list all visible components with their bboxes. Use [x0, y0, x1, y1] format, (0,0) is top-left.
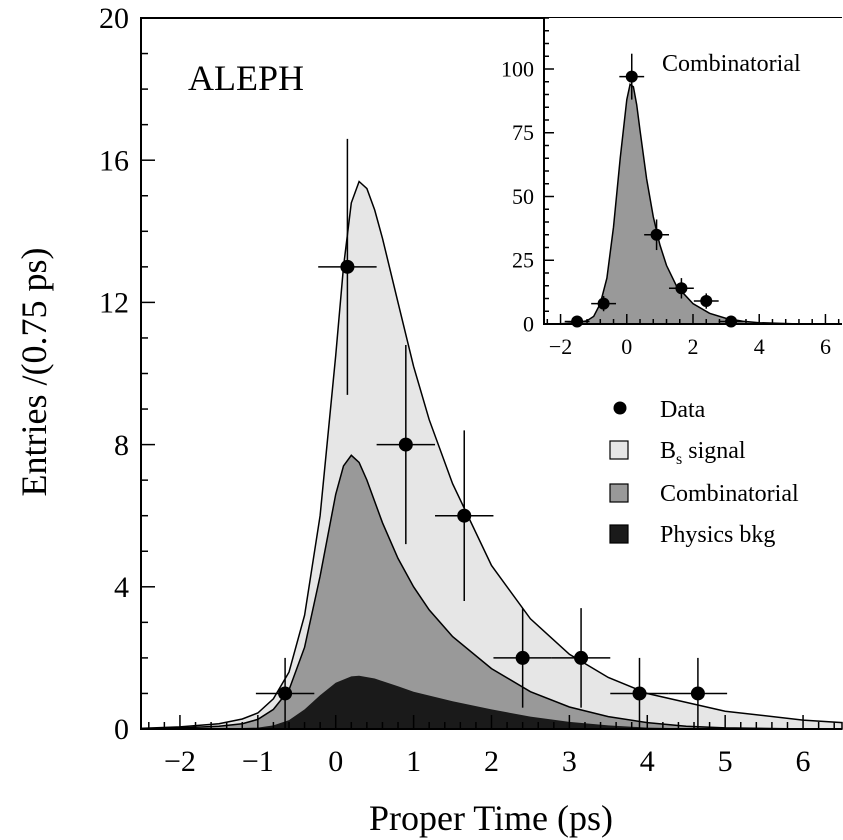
legend-bs-signal-label: Bs signal [660, 438, 746, 468]
inset-data-marker-6 [725, 315, 738, 328]
main-ytick-label: 0 [114, 713, 129, 746]
inset-xtick-label: 4 [754, 334, 765, 359]
main-data-point-3 [435, 430, 494, 602]
inset-ytick-label: 50 [512, 184, 534, 209]
main-xtick-label: 1 [406, 745, 421, 778]
main-xtick-label: 3 [562, 745, 577, 778]
inset-data-point-1 [591, 295, 617, 312]
inset-data-marker-3 [650, 228, 663, 241]
legend: Data Bs signal Combinatorial Physics bkg [609, 397, 799, 548]
x-axis-label: Proper Time (ps) [369, 798, 613, 838]
main-data-point-4 [493, 608, 552, 708]
main-data-marker-1 [340, 259, 355, 274]
legend-bs-signal-swatch [609, 440, 629, 460]
main-xtick-label: 4 [640, 745, 655, 778]
inset-data-point-4 [668, 278, 694, 299]
legend-physics-bkg-label: Physics bkg [660, 522, 775, 548]
inset-data-point-3 [644, 219, 669, 251]
inset-combinatorial-area [543, 82, 842, 325]
legend-entry-bs-signal: Bs signal [609, 438, 746, 468]
main-xtick-label: 0 [328, 745, 343, 778]
main-xtick-label: 2 [484, 745, 499, 778]
main-data-point-2 [376, 345, 436, 545]
inset-data-marker-0 [571, 315, 584, 328]
inset-ytick-label: 0 [523, 311, 534, 336]
legend-combinatorial-swatch [609, 483, 629, 503]
inset-data-marker-5 [700, 295, 713, 308]
inset-xtick-label: −2 [549, 334, 572, 359]
main-data-point-5 [551, 608, 611, 708]
legend-physics-bkg-swatch [609, 524, 629, 544]
inset-xtick-label: 0 [621, 334, 632, 359]
inset-data-point-2 [619, 53, 645, 100]
main-data-points [255, 138, 728, 729]
main-xtick-label: 6 [796, 745, 811, 778]
main-data-marker-7 [690, 686, 705, 701]
legend-combinatorial-label: Combinatorial [660, 481, 799, 507]
inset-ytick-label: 75 [512, 120, 534, 145]
inset-ytick-label: 25 [512, 248, 534, 273]
inset-data-marker-4 [675, 282, 688, 295]
main-data-marker-2 [398, 437, 413, 452]
inset-ytick-label: 100 [501, 56, 534, 81]
main-ytick-label: 16 [99, 144, 129, 177]
main-data-marker-4 [515, 650, 530, 665]
inset-data-marker-1 [597, 297, 610, 310]
inset-label: Combinatorial [662, 51, 801, 77]
legend-entry-data: Data [613, 397, 706, 423]
inset-data-marker-2 [625, 70, 638, 83]
inset-axis-ticks: −2 0 2 4 6 0 25 50 75 100 [501, 17, 840, 359]
main-xtick-label: −2 [164, 745, 196, 778]
main-xtick-label: −1 [242, 745, 274, 778]
main-data-point-1 [318, 138, 377, 395]
physics-bkg-area [141, 675, 842, 729]
inset-data-point-5 [693, 293, 719, 309]
main-ytick-label: 8 [114, 429, 129, 462]
main-data-point-0 [255, 657, 315, 729]
main-data-marker-5 [574, 650, 589, 665]
legend-data-label: Data [660, 397, 706, 423]
main-ytick-label: 12 [99, 287, 129, 320]
legend-data-marker [613, 401, 627, 415]
inset-xtick-label: 2 [688, 334, 699, 359]
main-xtick-label: 5 [718, 745, 733, 778]
inset-xtick-label: 6 [820, 334, 831, 359]
main-data-point-6 [610, 657, 669, 729]
legend-entry-physics-bkg: Physics bkg [609, 522, 775, 548]
main-data-marker-6 [632, 686, 647, 701]
inset-combinatorial-chart: −2 0 2 4 6 0 25 50 75 100 Combinatorial [501, 17, 842, 359]
main-data-marker-3 [457, 508, 472, 523]
main-ytick-label: 20 [99, 2, 129, 35]
chart-title: ALEPH [188, 58, 304, 98]
y-axis-label: Entries /(0.75 ps) [14, 248, 54, 497]
legend-entry-combinatorial: Combinatorial [609, 481, 799, 507]
main-data-marker-0 [278, 686, 293, 701]
inset-background [544, 18, 842, 324]
main-ytick-label: 4 [114, 571, 129, 604]
main-data-point-7 [668, 657, 728, 729]
